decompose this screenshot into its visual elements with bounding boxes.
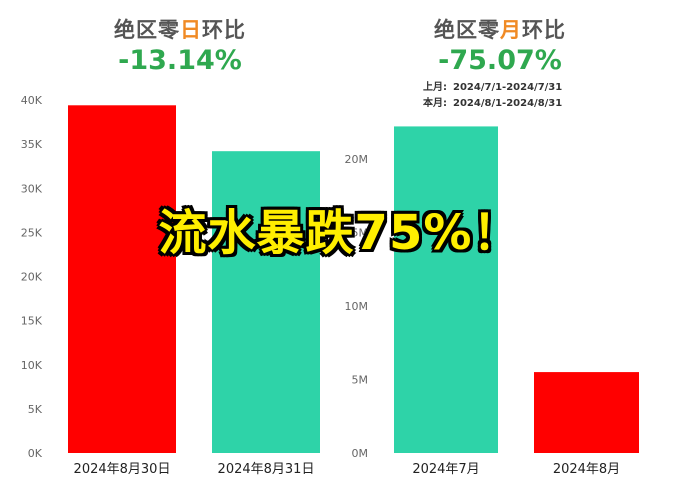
range-this-month-value: 2024/8/1-2024/8/31 bbox=[453, 98, 563, 109]
right-title-prefix: 绝区零 bbox=[434, 18, 500, 42]
category-label: 2024年8月31日 bbox=[218, 462, 315, 477]
left-title-highlight: 日 bbox=[180, 18, 202, 42]
bar bbox=[212, 151, 320, 453]
y-tick-label: 15K bbox=[21, 315, 43, 328]
bar bbox=[68, 105, 176, 454]
range-last-month: 上月: 2024/7/1-2024/7/31 bbox=[423, 78, 562, 93]
left-panel-value: -13.14% bbox=[118, 45, 242, 76]
y-tick-label: 0M bbox=[352, 447, 369, 460]
left-title-prefix: 绝区零 bbox=[114, 18, 180, 42]
overlay-caption: 流水暴跌75%！ bbox=[158, 205, 522, 261]
y-tick-label: 10K bbox=[21, 359, 43, 372]
right-panel-title: 绝区零月环比 bbox=[400, 14, 600, 44]
left-title-suffix: 环比 bbox=[202, 18, 246, 42]
range-this-month-label: 本月: bbox=[423, 98, 447, 109]
right-title-suffix: 环比 bbox=[522, 18, 566, 42]
right-panel-value: -75.07% bbox=[438, 45, 562, 76]
bar bbox=[534, 372, 639, 453]
range-this-month: 本月: 2024/8/1-2024/8/31 bbox=[423, 94, 562, 109]
y-tick-label: 25K bbox=[21, 226, 43, 239]
right-title-highlight: 月 bbox=[500, 18, 522, 42]
range-last-month-label: 上月: bbox=[423, 82, 447, 93]
y-tick-label: 0K bbox=[28, 447, 43, 460]
y-tick-label: 30K bbox=[21, 182, 43, 195]
category-label: 2024年8月30日 bbox=[74, 462, 171, 477]
y-tick-label: 10M bbox=[345, 300, 369, 313]
y-tick-label: 20M bbox=[345, 153, 369, 166]
category-label: 2024年7月 bbox=[412, 462, 479, 477]
left-panel-title: 绝区零日环比 bbox=[80, 14, 280, 44]
y-tick-label: 20K bbox=[21, 271, 43, 284]
y-tick-label: 40K bbox=[21, 94, 43, 107]
range-last-month-value: 2024/7/1-2024/7/31 bbox=[453, 82, 563, 93]
y-tick-label: 15M bbox=[345, 226, 369, 239]
y-tick-label: 35K bbox=[21, 138, 43, 151]
bar bbox=[394, 126, 498, 453]
category-label: 2024年8月 bbox=[553, 462, 620, 477]
y-tick-label: 5M bbox=[352, 373, 369, 386]
y-tick-label: 5K bbox=[28, 403, 43, 416]
